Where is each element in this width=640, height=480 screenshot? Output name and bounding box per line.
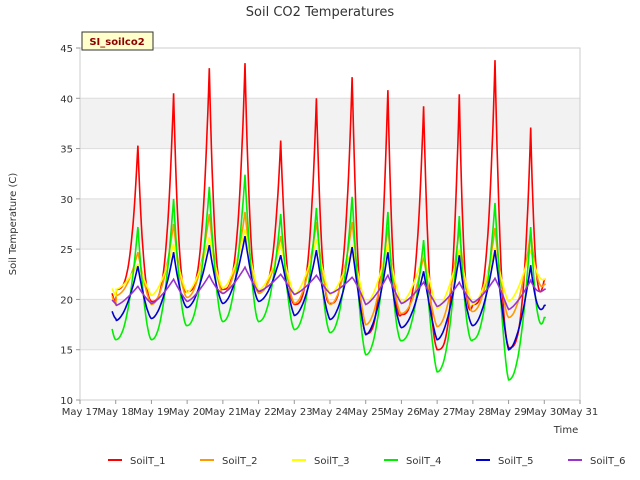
- legend-label: SoilT_3: [314, 456, 350, 467]
- series-line-soilt_6: [111, 265, 546, 311]
- x-tick-label: May 23: [276, 407, 313, 418]
- legend-label: SoilT_6: [590, 456, 626, 467]
- site-badge: SI_soilco2: [81, 31, 154, 51]
- series-lines: [111, 60, 547, 381]
- legend-item-soilt_1: SoilT_1: [108, 456, 166, 467]
- y-tick-label: 20: [60, 295, 73, 306]
- y-tick-label: 45: [60, 44, 73, 55]
- series-line-soilt_4: [111, 174, 547, 381]
- chart-title: Soil CO2 Temperatures: [246, 5, 395, 20]
- x-tick-label: May 18: [97, 407, 134, 418]
- x-tick-label: May 17: [62, 407, 99, 418]
- site-badge-label: SI_soilco2: [89, 37, 144, 48]
- series-line-soilt_2: [111, 211, 546, 328]
- legend-item-soilt_6: SoilT_6: [568, 456, 626, 467]
- x-tick-label: May 26: [383, 407, 420, 418]
- y-axis-title: Soil Temperature (C): [8, 173, 19, 276]
- x-axis-title: Time: [553, 425, 578, 436]
- x-tick-label: May 31: [562, 407, 599, 418]
- y-tick-label: 15: [60, 346, 73, 357]
- legend-item-soilt_5: SoilT_5: [476, 456, 534, 467]
- series-line-soilt_5: [111, 235, 546, 351]
- y-tick-label: 35: [60, 145, 73, 156]
- x-tick-label: May 20: [169, 407, 206, 418]
- legend-label: SoilT_5: [498, 456, 534, 467]
- x-tick-label: May 24: [312, 407, 349, 418]
- legend-item-soilt_2: SoilT_2: [200, 456, 258, 467]
- x-tick-label: May 22: [240, 407, 277, 418]
- y-tick-label: 40: [60, 94, 73, 105]
- plot-background-bands: [80, 98, 580, 350]
- y-tick-label: 10: [60, 396, 73, 407]
- x-tick-label: May 19: [133, 407, 170, 418]
- y-tick-label: 30: [60, 195, 73, 206]
- legend-label: SoilT_4: [406, 456, 442, 467]
- x-tick-label: May 25: [347, 407, 384, 418]
- x-tick-label: May 21: [205, 407, 242, 418]
- band: [80, 98, 580, 149]
- x-tick-label: May 27: [419, 407, 456, 418]
- y-tick-label: 25: [60, 245, 73, 256]
- legend-item-soilt_3: SoilT_3: [292, 456, 350, 467]
- x-tick-label: May 28: [455, 407, 492, 418]
- y-axis: 10 15 20 25 30 35 40 45: [60, 44, 80, 407]
- x-tick-label: May 30: [526, 407, 563, 418]
- legend: SoilT_1 SoilT_2 SoilT_3 SoilT_4 SoilT_5 SoilT…: [108, 456, 626, 467]
- band: [80, 198, 580, 250]
- legend-label: SoilT_2: [222, 456, 258, 467]
- x-tick-label: May 29: [490, 407, 527, 418]
- legend-item-soilt_4: SoilT_4: [384, 456, 442, 467]
- x-axis: May 17 May 18 May 19 May 20 May 21 May 22 May …: [62, 400, 599, 418]
- legend-label: SoilT_1: [130, 456, 166, 467]
